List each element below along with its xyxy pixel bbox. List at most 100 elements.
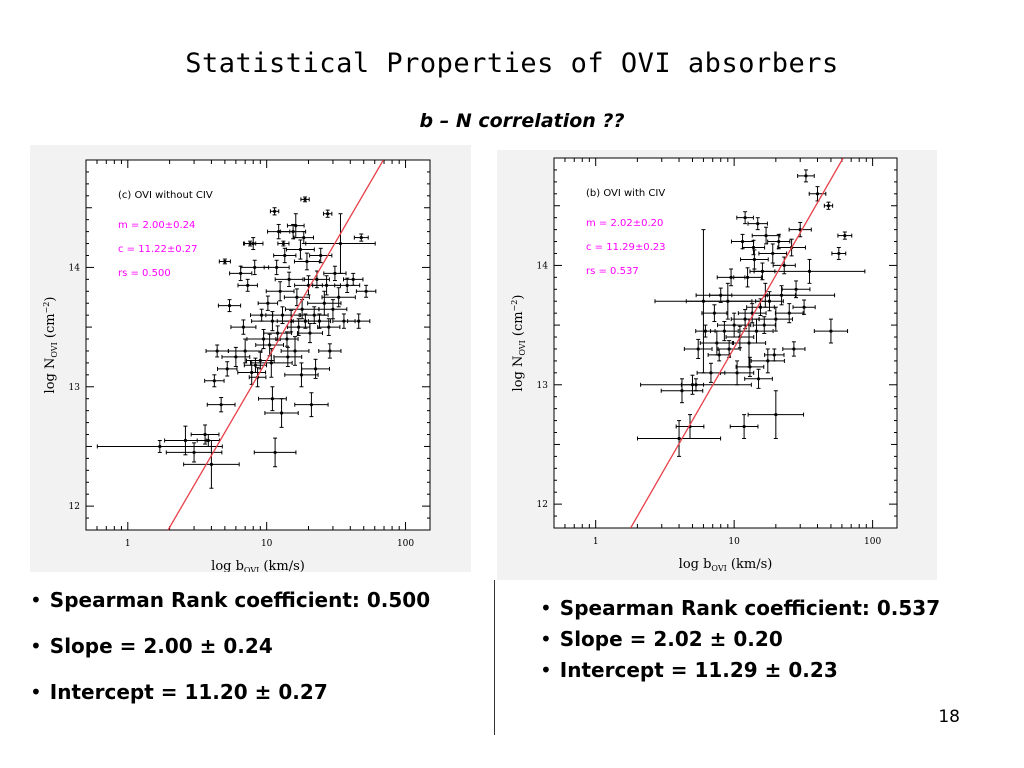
data-point: [729, 414, 759, 439]
point-marker: [308, 331, 312, 335]
point-marker: [300, 307, 304, 311]
x-tick-label: 10: [261, 539, 273, 549]
point-marker: [771, 251, 775, 256]
data-point: [244, 240, 257, 247]
fit-stat-label: rs = 0.500: [118, 268, 171, 279]
data-point: [96, 439, 223, 453]
data-point: [347, 313, 371, 329]
data-point: [334, 277, 361, 293]
data-point: [792, 299, 816, 315]
point-marker: [351, 277, 355, 281]
point-marker: [246, 283, 250, 287]
column-divider: [494, 580, 495, 735]
point-marker: [298, 247, 303, 252]
point-marker: [227, 304, 232, 308]
data-point: [265, 281, 295, 302]
bullet-spearman-left: Spearman Rank coefficient: 0.500: [30, 588, 430, 634]
point-marker: [772, 353, 776, 357]
point-marker: [326, 212, 330, 216]
data-point: [245, 351, 275, 370]
data-point: [695, 282, 836, 308]
point-marker: [694, 383, 698, 387]
panel-label: (b) OVI with CIV: [586, 188, 665, 199]
point-marker: [312, 313, 316, 317]
point-marker: [278, 289, 282, 293]
scatter-panel-left: 1 10 100 12 13 14 log bOVI (km/s) log NOVI (cm−…: [30, 145, 471, 572]
y-tick-label: 14: [537, 261, 549, 271]
point-marker: [248, 241, 252, 246]
fit-stat-label: c = 11.29±0.23: [586, 242, 666, 253]
data-point: [296, 323, 323, 344]
data-point: [227, 338, 263, 364]
y-tick-label: 12: [537, 500, 548, 510]
point-marker: [303, 319, 307, 323]
data-point: [283, 288, 310, 307]
data-point: [275, 331, 299, 347]
data-point: [307, 313, 332, 329]
point-marker: [277, 230, 281, 234]
data-point: [695, 324, 716, 338]
x-tick-label: 100: [864, 537, 881, 547]
point-marker: [727, 347, 731, 351]
point-marker: [286, 355, 290, 359]
point-marker: [345, 283, 349, 287]
point-marker: [203, 432, 207, 437]
fit-stat-label: c = 11.22±0.27: [118, 244, 198, 255]
point-marker: [802, 305, 806, 309]
data-point: [300, 196, 310, 203]
point-marker: [158, 444, 162, 449]
point-marker: [317, 319, 322, 323]
data-point: [747, 217, 768, 231]
data-point: [750, 348, 785, 374]
data-point: [355, 284, 377, 298]
data-point: [736, 211, 754, 225]
point-marker: [215, 349, 219, 353]
point-marker: [299, 373, 304, 377]
point-marker: [752, 257, 756, 262]
point-marker: [762, 323, 766, 327]
point-marker: [774, 413, 778, 417]
bullet-list-left: Spearman Rank coefficient: 0.500 Slope =…: [30, 588, 430, 726]
data-point: [273, 247, 297, 264]
data-point: [286, 239, 315, 260]
point-marker: [291, 230, 295, 234]
point-marker: [315, 277, 319, 281]
x-tick-label: 10: [728, 537, 740, 547]
point-marker: [223, 259, 227, 264]
point-marker: [677, 436, 681, 441]
data-point: [733, 267, 762, 288]
data-point: [735, 356, 765, 377]
point-marker: [709, 371, 713, 375]
point-marker: [712, 311, 716, 315]
point-marker: [338, 241, 343, 246]
bullet-list-right: Spearman Rank coefficient: 0.537 Slope =…: [540, 596, 940, 689]
data-point: [797, 169, 815, 183]
data-point: [323, 209, 333, 218]
point-marker: [270, 397, 275, 401]
point-marker: [794, 287, 798, 291]
point-marker: [313, 367, 318, 371]
point-marker: [715, 341, 719, 345]
data-point: [685, 282, 770, 320]
scatter-chart-right: 1 10 100 12 13 14 log bOVI (km/s) log NOVI (cm−…: [510, 157, 898, 573]
point-marker: [843, 233, 847, 238]
point-marker: [751, 245, 756, 250]
point-marker: [328, 349, 332, 353]
point-marker: [774, 317, 778, 321]
point-marker: [241, 325, 246, 329]
data-point: [217, 361, 238, 377]
data-point: [206, 397, 236, 413]
point-marker: [357, 319, 361, 323]
point-marker: [735, 371, 739, 375]
point-marker: [272, 209, 277, 213]
bullet-intercept-right: Intercept = 11.29 ± 0.23: [540, 658, 940, 689]
point-marker: [276, 331, 280, 335]
point-marker: [743, 317, 747, 321]
data-point: [217, 299, 242, 313]
point-marker: [302, 235, 306, 240]
point-marker: [696, 347, 700, 351]
point-marker: [253, 265, 257, 270]
point-marker: [258, 358, 262, 363]
point-marker: [754, 329, 759, 333]
point-marker: [756, 377, 761, 381]
